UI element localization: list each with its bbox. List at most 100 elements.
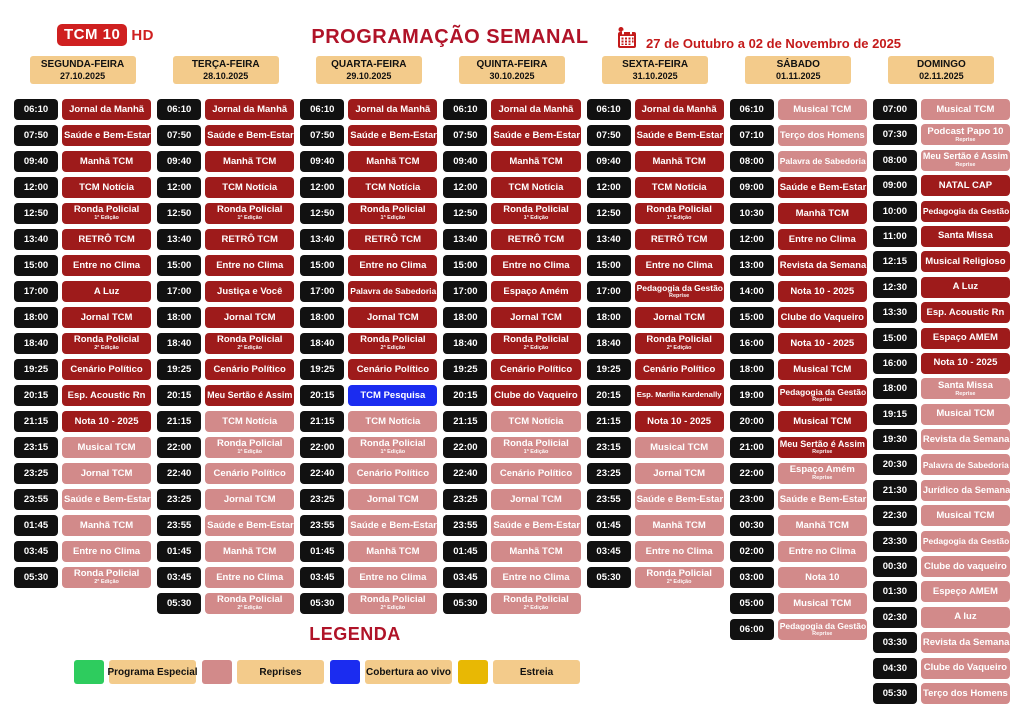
program-name: Jornal TCM <box>366 493 419 505</box>
program-box: Entre no Clima <box>348 567 438 588</box>
schedule-row: 21:00 Meu Sertão é Assim Reprise <box>729 437 867 458</box>
schedule-row: 01:45 Manhã TCM <box>14 515 152 536</box>
program-box: Santa Missa <box>920 225 1010 247</box>
program-box: Ronda Policial 1ª Edição <box>491 203 581 224</box>
program-box: Ronda Policial 2ª Edição <box>491 333 581 354</box>
time-chip: 05:30 <box>586 567 631 588</box>
schedule-row: 20:15 TCM Pesquisa <box>300 385 438 406</box>
time-chip: 06:10 <box>157 99 202 120</box>
program-name: Pedagogia da Gestão <box>779 386 867 397</box>
program-subtitle: 2ª Edição <box>666 579 692 586</box>
program-name: Ronda Policial <box>216 438 283 450</box>
time-chip: 06:10 <box>300 99 345 120</box>
time-chip: 20:15 <box>586 385 631 406</box>
time-chip: 05:30 <box>300 593 345 614</box>
time-chip: 22:40 <box>443 463 488 484</box>
schedule-row: 15:00 Entre no Clima <box>14 255 152 276</box>
schedule-row: 14:00 Nota 10 - 2025 <box>729 281 867 302</box>
program-name: Saúde e Bem-Estar <box>636 493 724 505</box>
program-name: Pedagogia da Gestão <box>779 620 867 631</box>
program-box: Espaço Amém <box>491 281 581 302</box>
legend-swatch <box>458 660 488 684</box>
legend-swatch <box>202 660 232 684</box>
time-chip: 07:50 <box>157 125 202 146</box>
program-box: Revista da Semana <box>920 429 1010 451</box>
program-name: Musical TCM <box>793 415 852 427</box>
program-box: Nota 10 <box>777 567 867 588</box>
program-box: Jurídico da Semana <box>920 479 1010 501</box>
program-box: Ronda Policial 1ª Edição <box>634 203 724 224</box>
time-chip: 20:15 <box>443 385 488 406</box>
program-subtitle: 2ª Edição <box>237 605 263 612</box>
day-date: 02.11.2025 <box>919 71 964 81</box>
program-box: Espeço AMEM <box>920 581 1010 603</box>
time-chip: 13:40 <box>157 229 202 250</box>
schedule-row: 19:15 Musical TCM <box>872 403 1010 425</box>
program-name: Saúde e Bem-Estar <box>64 493 151 505</box>
program-subtitle: 1ª Edição <box>666 215 692 222</box>
time-chip: 03:30 <box>872 632 917 654</box>
schedule-row: 06:00 Pedagogia da Gestão Reprise <box>729 619 867 640</box>
program-name: Palavra de Sabedoria <box>350 286 437 297</box>
program-box: TCM Notícia <box>491 177 581 198</box>
program-box: Jornal da Manhã <box>348 99 438 120</box>
legend-label: Estreia <box>493 660 580 684</box>
time-chip: 23:30 <box>872 530 917 552</box>
time-chip: 15:00 <box>14 255 58 276</box>
time-chip: 12:50 <box>300 203 345 224</box>
program-box: Ronda Policial 2ª Edição <box>348 593 438 614</box>
time-chip: 03:45 <box>14 541 58 562</box>
program-box: Manhã TCM <box>348 151 438 172</box>
program-box: Nota 10 - 2025 <box>777 281 867 302</box>
program-box: Saúde e Bem-Estar <box>634 489 724 510</box>
schedule-row: 04:30 Clube do Vaqueiro <box>872 657 1010 679</box>
schedule-row: 07:50 Saúde e Bem-Estar <box>443 125 581 146</box>
schedule-row: 05:00 Musical TCM <box>729 593 867 614</box>
program-box: Entre no Clima <box>62 255 152 276</box>
program-box: Cenário Político <box>205 359 295 380</box>
schedule-row: 19:25 Cenário Político <box>300 359 438 380</box>
day-column: SEGUNDA-FEIRA 27.10.2025 06:10 Jornal da… <box>14 56 152 704</box>
program-name: Espaço Amém <box>503 285 569 297</box>
time-chip: 23:55 <box>300 515 345 536</box>
time-chip: 09:40 <box>14 151 58 172</box>
program-box: Clube do vaqueiro <box>920 556 1010 578</box>
program-box: Clube do Vaqueiro <box>920 657 1010 679</box>
time-chip: 09:40 <box>300 151 345 172</box>
schedule-row: 20:00 Musical TCM <box>729 411 867 432</box>
program-name: Cenário Político <box>499 363 573 375</box>
program-box: A Luz <box>62 281 152 302</box>
schedule-row: 03:45 Entre no Clima <box>443 567 581 588</box>
program-name: Santa Missa <box>937 230 993 242</box>
schedule-row: 17:00 A Luz <box>14 281 152 302</box>
program-subtitle: Reprise <box>812 475 833 482</box>
program-box: Cenário Político <box>348 359 438 380</box>
program-subtitle: Reprise <box>955 390 976 397</box>
time-chip: 19:25 <box>14 359 58 380</box>
time-chip: 19:25 <box>157 359 202 380</box>
program-box: Esp. Acoustic Rn <box>920 302 1010 324</box>
program-name: Entre no Clima <box>73 545 141 557</box>
program-name: Pedagogia da Gestão <box>922 535 1010 546</box>
program-box: Revista da Semana <box>920 632 1010 654</box>
schedule-row: 03:00 Nota 10 <box>729 567 867 588</box>
legend-item: Reprises <box>202 660 324 684</box>
day-name: QUARTA-FEIRA <box>331 59 407 70</box>
program-name: Jornal TCM <box>653 311 705 323</box>
time-chip: 08:00 <box>872 149 917 171</box>
schedule-row: 12:00 TCM Notícia <box>443 177 581 198</box>
time-chip: 10:30 <box>729 203 774 224</box>
schedule-row: 13:40 RETRÔ TCM <box>14 229 152 250</box>
program-name: Ronda Policial <box>646 204 712 216</box>
schedule-row: 23:30 Pedagogia da Gestão <box>872 530 1010 552</box>
program-name: Ronda Policial <box>503 334 569 346</box>
program-box: Pedagogia da Gestão <box>920 530 1010 552</box>
schedule-row: 15:00 Entre no Clima <box>157 255 295 276</box>
time-chip: 09:00 <box>872 175 917 197</box>
program-box: Jornal TCM <box>348 307 438 328</box>
program-box: Jornal TCM <box>491 307 581 328</box>
program-subtitle: 2ª Edição <box>94 579 119 586</box>
time-chip: 23:25 <box>300 489 345 510</box>
time-chip: 01:45 <box>157 541 202 562</box>
day-date: 27.10.2025 <box>60 71 106 81</box>
